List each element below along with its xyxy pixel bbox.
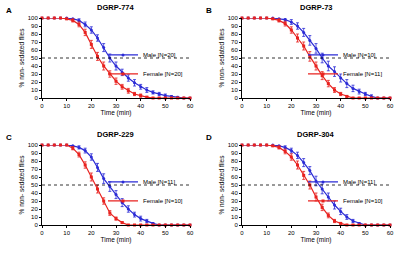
svg-text:DGRP-304: DGRP-304 — [297, 130, 335, 139]
svg-text:50: 50 — [362, 103, 369, 109]
svg-text:30: 30 — [31, 71, 38, 77]
svg-text:DGRP-73: DGRP-73 — [300, 3, 333, 12]
svg-text:10: 10 — [63, 230, 70, 236]
svg-text:0: 0 — [234, 222, 238, 228]
svg-text:0: 0 — [234, 95, 238, 101]
svg-text:70: 70 — [231, 166, 238, 172]
svg-text:B: B — [206, 6, 212, 15]
svg-text:40: 40 — [231, 63, 238, 69]
svg-text:50: 50 — [362, 230, 369, 236]
svg-text:Time (min): Time (min) — [101, 236, 132, 244]
svg-text:30: 30 — [231, 71, 238, 77]
svg-text:D: D — [206, 133, 212, 142]
svg-text:10: 10 — [263, 230, 270, 236]
svg-text:40: 40 — [231, 190, 238, 196]
svg-text:40: 40 — [337, 103, 344, 109]
svg-text:Time (min): Time (min) — [301, 109, 332, 117]
svg-text:30: 30 — [313, 230, 320, 236]
svg-text:20: 20 — [31, 206, 38, 212]
svg-text:90: 90 — [31, 23, 38, 29]
svg-text:80: 80 — [231, 31, 238, 37]
svg-text:30: 30 — [231, 198, 238, 204]
svg-text:Female [N=11]: Female [N=11] — [343, 71, 382, 77]
svg-text:60: 60 — [387, 230, 394, 236]
svg-text:% non- sedated flies: % non- sedated flies — [18, 155, 25, 215]
svg-text:0: 0 — [240, 103, 244, 109]
svg-text:20: 20 — [288, 230, 295, 236]
svg-text:C: C — [6, 133, 12, 142]
svg-text:0: 0 — [34, 222, 38, 228]
svg-text:60: 60 — [31, 47, 38, 53]
svg-text:% non- sedated flies: % non- sedated flies — [218, 28, 225, 88]
svg-text:80: 80 — [31, 31, 38, 37]
svg-text:70: 70 — [231, 39, 238, 45]
svg-text:20: 20 — [88, 103, 95, 109]
svg-text:Male [N=11]: Male [N=11] — [343, 179, 375, 185]
svg-text:40: 40 — [337, 230, 344, 236]
svg-text:40: 40 — [137, 230, 144, 236]
svg-text:20: 20 — [231, 79, 238, 85]
svg-text:10: 10 — [231, 214, 238, 220]
svg-text:100: 100 — [228, 142, 239, 148]
svg-text:20: 20 — [88, 230, 95, 236]
svg-text:60: 60 — [387, 103, 394, 109]
svg-text:60: 60 — [231, 47, 238, 53]
svg-text:50: 50 — [31, 182, 38, 188]
svg-text:DGRP-229: DGRP-229 — [97, 130, 134, 139]
svg-text:Male [N=10]: Male [N=10] — [343, 52, 376, 58]
svg-text:50: 50 — [231, 55, 238, 61]
svg-text:100: 100 — [28, 15, 39, 21]
svg-text:100: 100 — [228, 15, 239, 21]
svg-text:0: 0 — [40, 103, 44, 109]
svg-text:40: 40 — [31, 63, 38, 69]
svg-text:70: 70 — [31, 39, 38, 45]
svg-text:10: 10 — [263, 103, 270, 109]
svg-text:40: 40 — [137, 103, 144, 109]
svg-text:A: A — [6, 6, 12, 15]
svg-text:Female [N=10]: Female [N=10] — [343, 198, 383, 204]
svg-text:60: 60 — [231, 174, 238, 180]
svg-text:10: 10 — [31, 87, 38, 93]
svg-text:20: 20 — [231, 206, 238, 212]
svg-text:20: 20 — [31, 79, 38, 85]
svg-text:90: 90 — [31, 150, 38, 156]
svg-text:% non- sedated flies: % non- sedated flies — [18, 28, 25, 88]
svg-text:Female [N=10]: Female [N=10] — [143, 198, 183, 204]
svg-text:30: 30 — [31, 198, 38, 204]
svg-text:Time (min): Time (min) — [101, 109, 132, 117]
svg-text:0: 0 — [40, 230, 44, 236]
svg-text:Female [N=20]: Female [N=20] — [143, 71, 183, 77]
svg-text:10: 10 — [231, 87, 238, 93]
svg-text:60: 60 — [31, 174, 38, 180]
svg-text:40: 40 — [31, 190, 38, 196]
svg-text:50: 50 — [162, 230, 169, 236]
svg-text:Male [N=20]: Male [N=20] — [143, 52, 176, 58]
svg-text:100: 100 — [28, 142, 39, 148]
svg-text:DGRP-774: DGRP-774 — [97, 3, 135, 12]
svg-text:80: 80 — [231, 158, 238, 164]
svg-text:20: 20 — [288, 103, 295, 109]
svg-text:0: 0 — [240, 230, 244, 236]
svg-text:30: 30 — [113, 103, 120, 109]
svg-text:Male [N=11]: Male [N=11] — [143, 179, 175, 185]
svg-text:90: 90 — [231, 150, 238, 156]
svg-text:60: 60 — [187, 230, 194, 236]
svg-text:Time (min): Time (min) — [301, 236, 332, 244]
svg-text:10: 10 — [31, 214, 38, 220]
svg-text:10: 10 — [63, 103, 70, 109]
svg-text:50: 50 — [31, 55, 38, 61]
svg-text:0: 0 — [34, 95, 38, 101]
svg-text:70: 70 — [31, 166, 38, 172]
svg-text:90: 90 — [231, 23, 238, 29]
svg-text:50: 50 — [231, 182, 238, 188]
svg-text:80: 80 — [31, 158, 38, 164]
svg-text:30: 30 — [113, 230, 120, 236]
svg-text:30: 30 — [313, 103, 320, 109]
svg-text:60: 60 — [187, 103, 194, 109]
svg-text:50: 50 — [162, 103, 169, 109]
svg-text:% non- sedated flies: % non- sedated flies — [218, 155, 225, 215]
